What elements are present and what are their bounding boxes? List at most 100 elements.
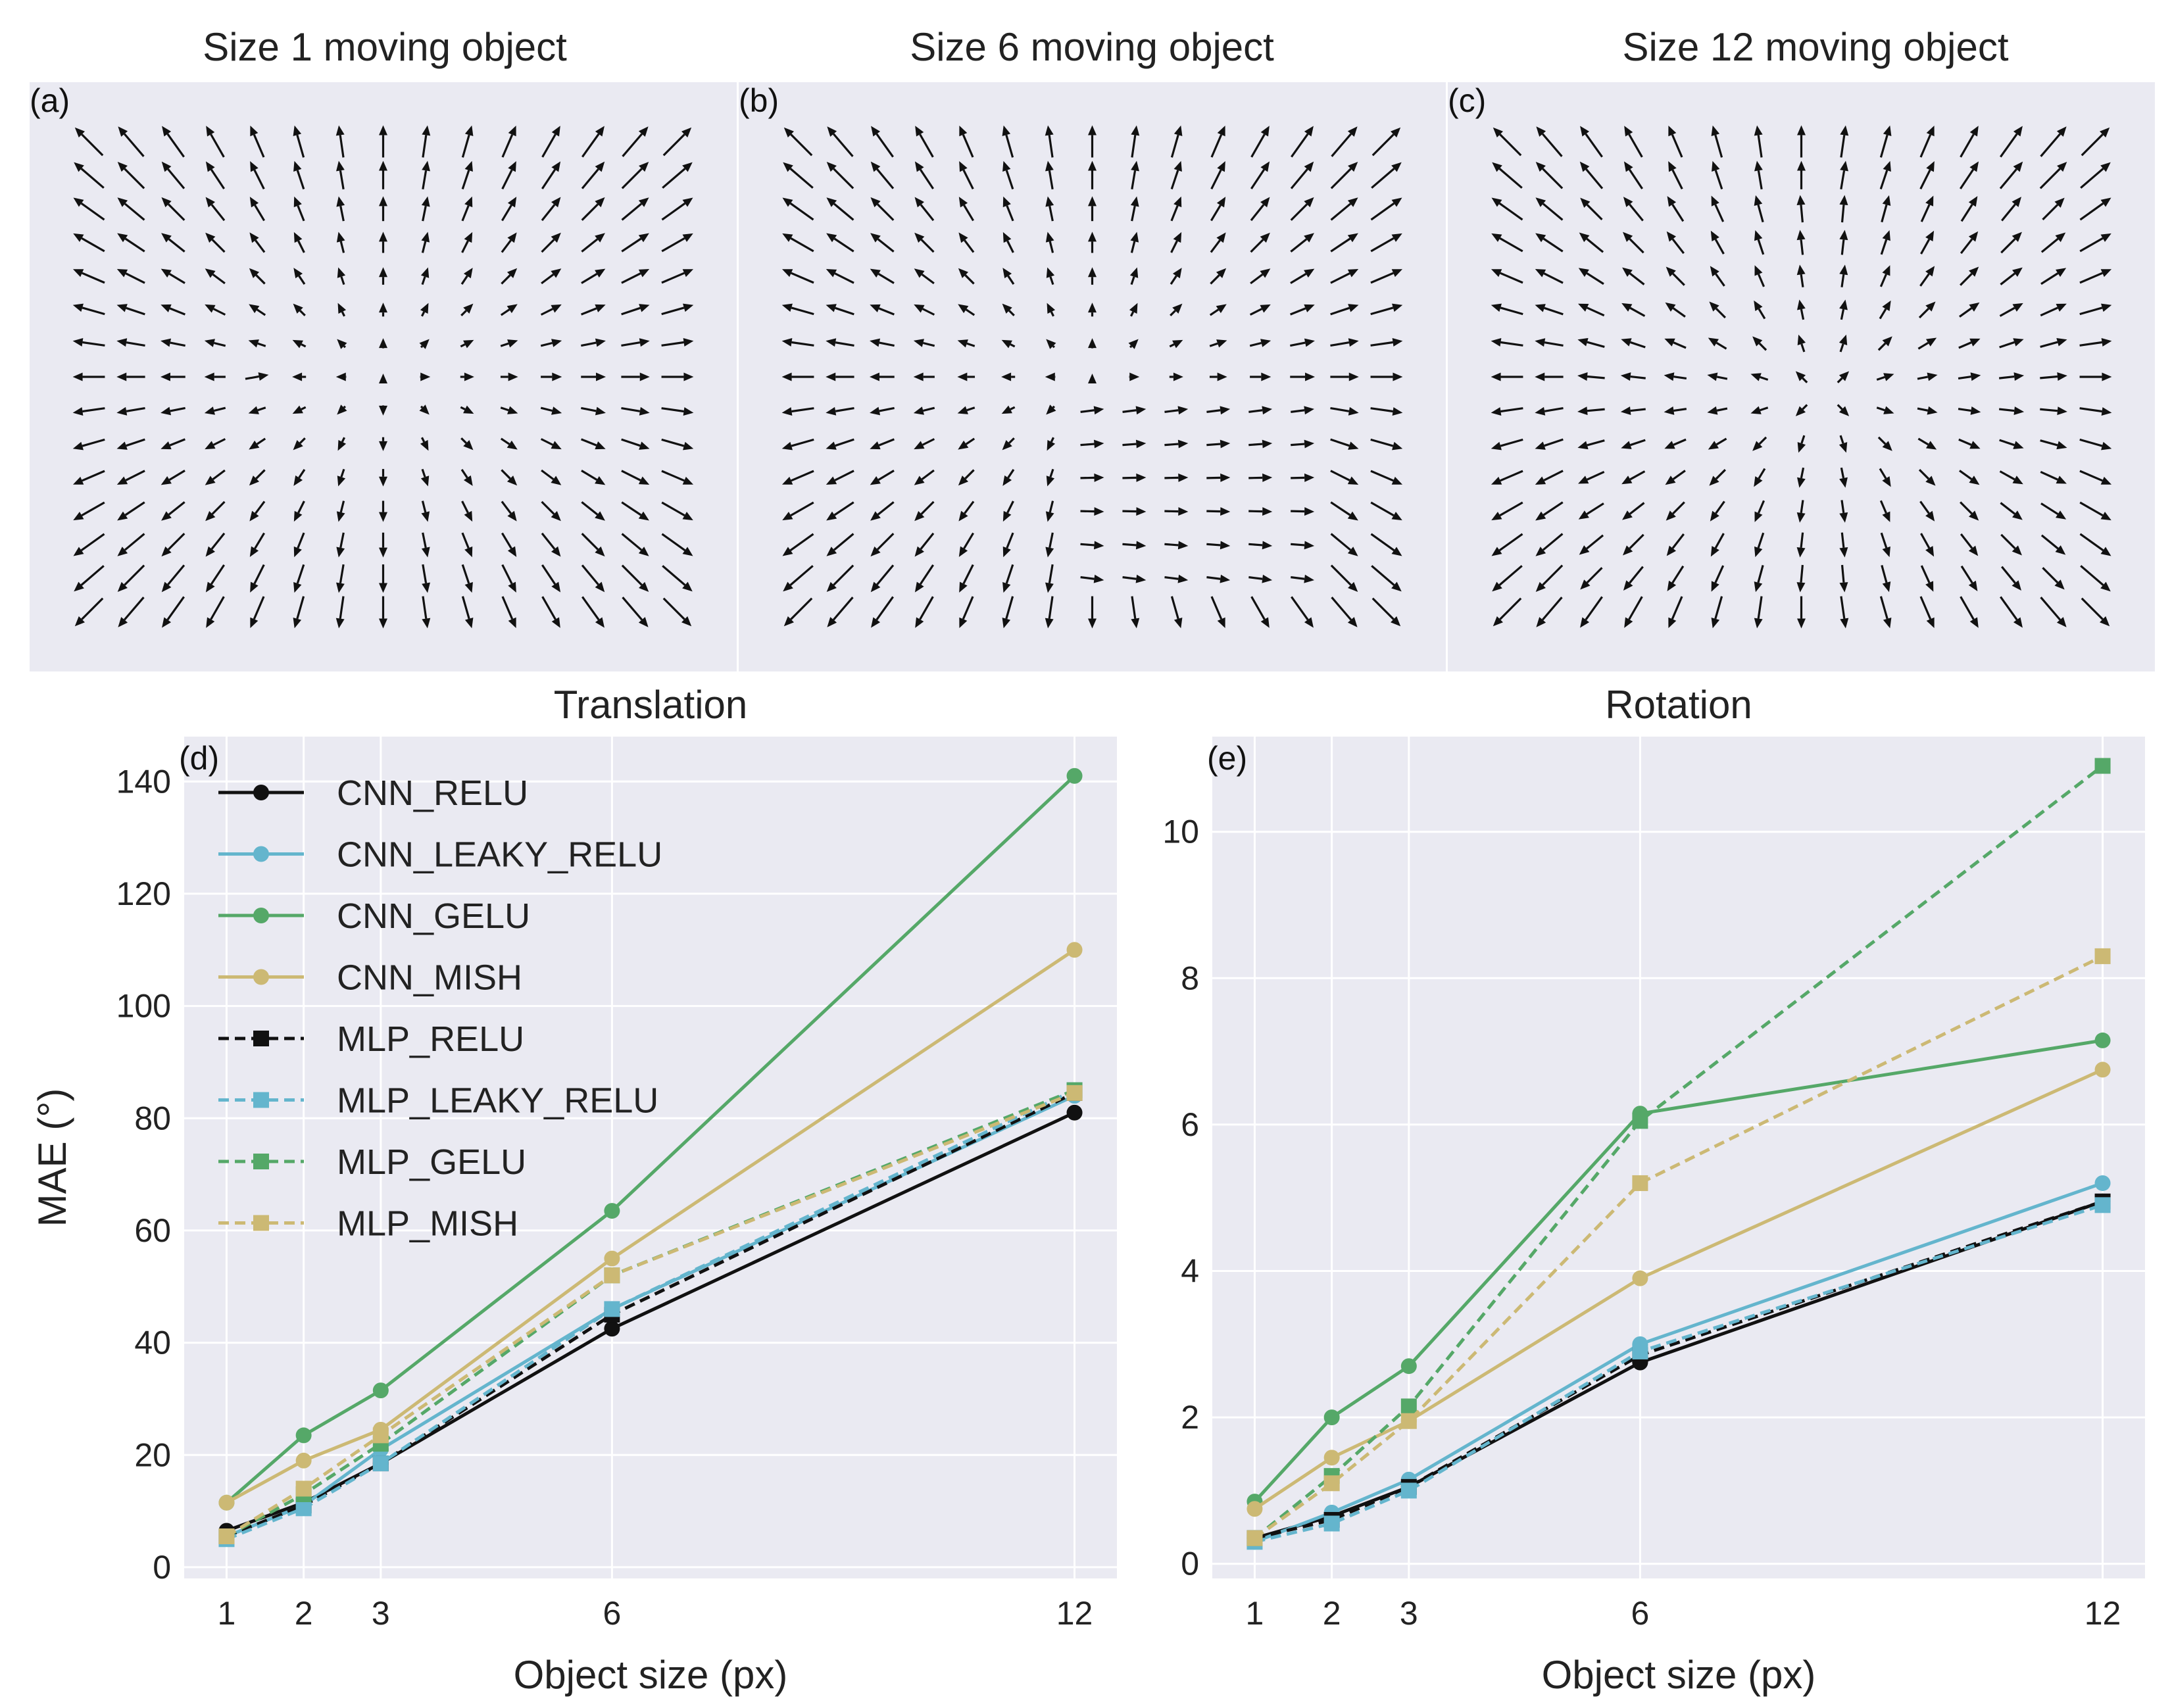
arrow-shaft [169,307,185,316]
data-point [372,1455,389,1472]
arrow-head [870,581,881,593]
arrow-shaft [581,438,597,447]
arrow-head [783,581,793,592]
arrow-head [1491,303,1502,312]
data-point [1400,1413,1417,1429]
panel-label-d: (d) [179,740,219,777]
arrow-head [160,406,172,416]
arrow-head [595,161,605,172]
arrow-head [639,372,650,381]
arrow-shaft [256,308,266,316]
arrow-shaft [965,437,975,445]
legend-marker [253,846,269,862]
arrow-head [1969,126,1979,137]
arrow-head [506,440,518,450]
arrow-head [1347,197,1358,207]
arrow-shaft [212,273,226,285]
arrow-head [1304,439,1315,449]
arrow-shaft [1129,311,1135,317]
arrow-head [1925,337,1937,347]
arrow-shaft [1330,406,1350,412]
arrow-head [1578,510,1589,520]
arrow-shaft [343,345,347,349]
arrow-shaft [2001,203,2016,222]
arrow-shaft [1715,500,1725,514]
arrow-shaft [213,406,226,412]
arrow-shaft [1629,272,1645,285]
arrow-shaft [1673,408,1687,412]
quiver-field-a [72,125,694,629]
arrow-shaft [170,341,185,347]
arrow-shaft [662,597,685,620]
arrow-head [2102,372,2112,381]
arrow-shaft [123,597,145,621]
arrow-shaft [1586,237,1604,253]
arrow-shaft [1757,274,1765,287]
arrow-head [2054,579,2065,590]
arrow-head [507,510,517,522]
arrow-head [1969,161,1979,172]
arrow-shaft [1164,443,1179,447]
data-point [218,1528,235,1544]
arrow-shaft [1131,170,1137,190]
arrow-head [683,407,694,416]
arrow-head [1001,339,1012,349]
arrow-head [1883,125,1892,136]
arrow-shaft [212,469,226,481]
arrow-head [1348,338,1359,347]
arrow-head [463,405,474,414]
arrow-head [1260,161,1270,172]
arrow-shaft [922,308,935,316]
arrow-head [1262,473,1273,482]
arrow-shaft [581,533,599,550]
arrow-shaft [1629,306,1646,317]
arrow-head [1622,232,1633,242]
arrow-shaft [500,437,510,445]
arrow-head [1840,618,1849,629]
arrow-head [206,126,215,137]
arrow-head [2056,617,2067,627]
data-point [2094,758,2111,774]
arrow-head [1002,303,1012,314]
arrow-head [379,338,387,349]
arrow-shaft [253,564,265,585]
arrow-shaft [1757,596,1763,619]
arrow-shaft [662,134,685,157]
arrow-shaft [1837,377,1843,383]
arrow-head [913,372,924,381]
arrow-head [1491,547,1502,556]
arrow-head [2013,161,2023,172]
arrow-head [1088,338,1097,349]
arrow-head [2012,267,2023,277]
arrow-shaft [422,564,428,583]
arrow-head [249,546,259,557]
arrow-shaft [790,134,813,157]
arrow-head [2013,338,2024,347]
arrow-shaft [460,469,468,479]
arrow-head [683,303,694,312]
arrow-head [595,617,605,628]
legend-label: MLP_GELU [337,1142,526,1182]
arrow-head [1094,473,1104,482]
legend-marker [253,1092,269,1108]
arrow-shaft [2081,134,2104,157]
grid-rotation [1212,737,2145,1578]
arrow-shaft [661,341,684,347]
arrow-head [1216,197,1226,208]
arrow-shaft [581,203,599,221]
arrow-head [1178,473,1189,482]
arrow-head [1622,267,1633,277]
arrow-shaft [500,406,509,412]
arrow-head [1839,547,1848,558]
arrow-head [1754,265,1763,276]
arrow-head [914,232,925,243]
arrow-shaft [2000,272,2016,285]
arrow-shaft [791,407,814,413]
arrow-head [337,339,347,349]
arrow-head [336,232,345,243]
arrow-head [160,268,172,278]
arrow-head [1754,195,1763,207]
arrow-head [1839,512,1848,523]
arrow-head [464,546,473,558]
arrow-shaft [1291,596,1309,621]
